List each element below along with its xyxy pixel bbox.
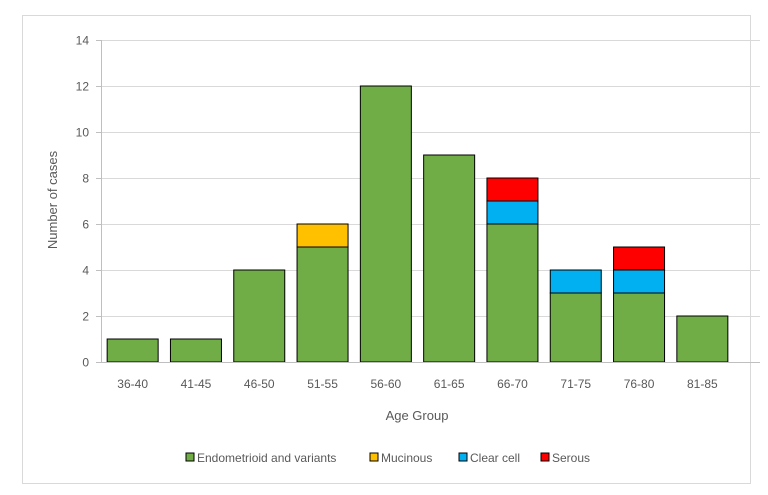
legend-label: Clear cell [470,451,520,465]
bar-segment [106,338,159,363]
x-tick-label: 46-50 [244,377,275,391]
bar-segment [233,269,286,363]
bar-segment [296,246,349,363]
y-tick-label: 0 [82,356,89,370]
x-tick-label: 41-45 [181,377,212,391]
y-tick-label: 14 [76,34,90,48]
bar-segment [296,223,349,248]
bar-segment [359,85,412,363]
legend-swatch [185,452,195,462]
bar-segment [486,177,539,202]
legend: Endometrioid and variants Mucinous Clear c… [185,451,590,465]
bar-segment [613,246,666,271]
bar-segment [613,269,666,294]
x-tick-label: 76-80 [624,377,655,391]
bar-segment [486,223,539,363]
y-tick-label: 2 [82,310,89,324]
legend-label: Serous [552,451,590,465]
legend-swatch [458,452,468,462]
x-tick-label: 61-65 [434,377,465,391]
x-tick-label: 66-70 [497,377,528,391]
x-tick-label: 36-40 [117,377,148,391]
x-tick-label: 51-55 [307,377,338,391]
x-tick-label: 71-75 [560,377,591,391]
y-tick-label: 6 [82,218,89,232]
bar-segment [676,315,729,363]
x-tick-label: 56-60 [370,377,401,391]
y-axis-label: Number of cases [45,150,60,249]
y-tick-label: 4 [82,264,89,278]
x-tick-label: 81-85 [687,377,718,391]
y-tick-label: 8 [82,172,89,186]
bar-segment [613,292,666,363]
bar-segment [423,154,476,363]
legend-label: Endometrioid and variants [197,451,336,465]
x-axis-label: Age Group [386,408,449,423]
bar-segment [549,269,602,294]
bar-segment [169,338,222,363]
bar-segment [486,200,539,225]
y-tick-label: 10 [76,126,90,140]
legend-label: Mucinous [381,451,432,465]
legend-swatch [540,452,550,462]
bar-segment [549,292,602,363]
legend-swatch [369,452,379,462]
y-tick-label: 12 [76,80,90,94]
